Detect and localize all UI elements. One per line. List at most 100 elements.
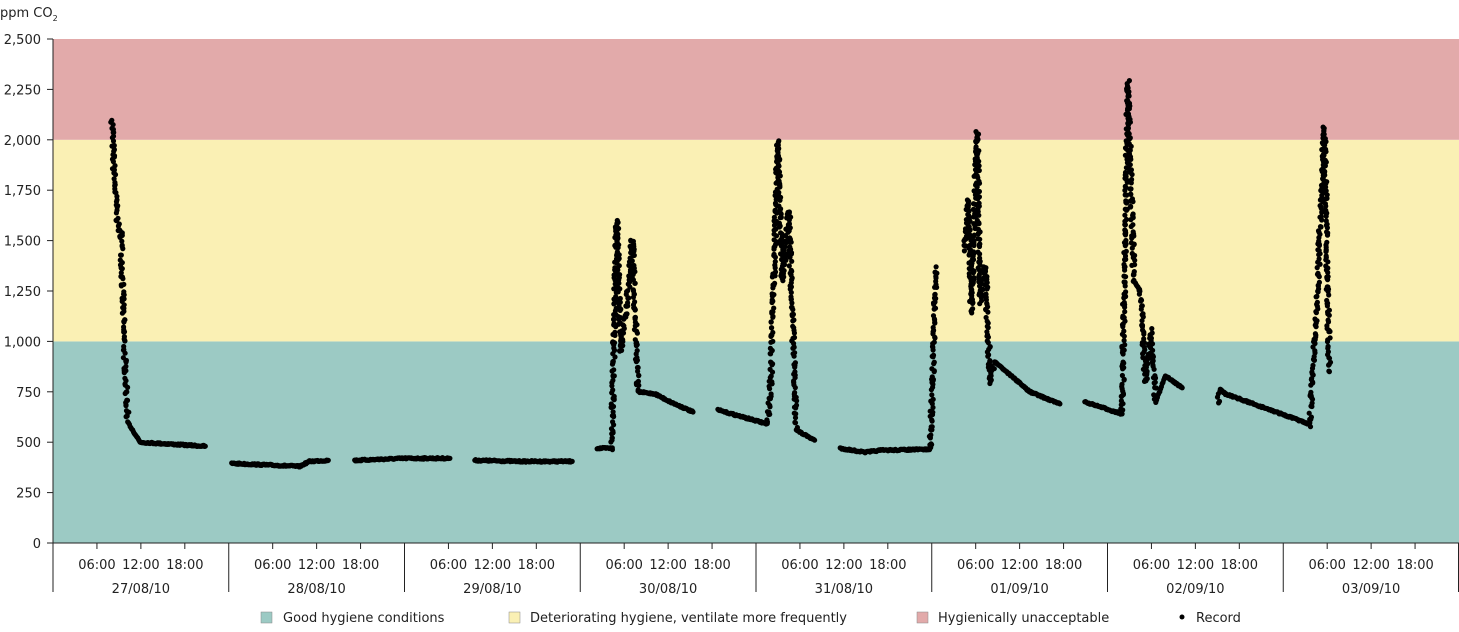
record-point (777, 208, 783, 215)
record-point (1132, 257, 1138, 263)
hour-tick-label: 06:00 (957, 558, 994, 573)
record-point (1323, 188, 1329, 194)
hour-tick-label: 12:00 (1177, 558, 1214, 573)
record-point (971, 249, 977, 255)
record-point (769, 369, 776, 375)
record-point (618, 336, 624, 342)
record-point (111, 129, 117, 136)
record-point (110, 138, 117, 144)
band-0 (53, 341, 1459, 543)
record-point (781, 262, 788, 268)
hour-tick-label: 18:00 (518, 558, 555, 573)
record-point (971, 275, 977, 281)
hour-tick-label: 06:00 (1133, 558, 1170, 573)
y-tick-label: 1,500 (4, 235, 41, 250)
record-point (976, 212, 982, 218)
record-point (1128, 180, 1134, 186)
hour-tick-label: 06:00 (78, 558, 115, 573)
record-point (118, 265, 124, 271)
record-point (927, 408, 933, 414)
record-point (119, 238, 125, 244)
record-point (612, 329, 618, 335)
record-point (121, 319, 127, 325)
record-point (1120, 359, 1126, 365)
record-point (1128, 156, 1134, 162)
record-point (1151, 366, 1157, 372)
record-point (975, 226, 982, 232)
hour-tick-label: 06:00 (781, 558, 818, 573)
record-point (118, 252, 124, 258)
record-point (792, 364, 798, 370)
hour-tick-label: 06:00 (1308, 558, 1345, 573)
record-point (770, 298, 776, 304)
record-point (1321, 131, 1327, 137)
record-point (617, 299, 623, 305)
hour-tick-label: 18:00 (1045, 558, 1082, 573)
record-point (970, 306, 976, 312)
record-point (971, 238, 977, 244)
record-point (1313, 309, 1319, 315)
record-point (1315, 247, 1321, 253)
record-point (634, 330, 641, 336)
record-point (1315, 288, 1321, 294)
record-point (1149, 326, 1155, 332)
record-point (786, 263, 792, 269)
record-point (791, 344, 797, 350)
record-point (986, 346, 992, 352)
record-point (1308, 377, 1314, 383)
legend-swatch-good (260, 611, 273, 624)
record-point (115, 223, 121, 229)
record-point (202, 443, 208, 449)
record-point (775, 162, 782, 168)
record-point (975, 236, 981, 242)
record-point (1216, 398, 1223, 404)
record-point (1125, 93, 1131, 99)
record-point (791, 382, 797, 388)
record-point (1325, 349, 1331, 355)
record-point (988, 377, 994, 383)
record-point (793, 405, 799, 411)
hour-tick-label: 18:00 (166, 558, 203, 573)
record-point (1323, 248, 1329, 254)
record-point (769, 379, 775, 385)
legend: Good hygiene conditions Deteriorating hy… (260, 611, 1241, 626)
record-point (617, 348, 623, 354)
record-point (776, 224, 783, 230)
record-point (975, 196, 981, 202)
legend-marker-record (1179, 614, 1185, 620)
record-point (790, 323, 796, 329)
record-point (121, 370, 127, 376)
record-point (1150, 347, 1156, 353)
record-point (1320, 153, 1326, 160)
record-point (1124, 192, 1130, 198)
y-tick-label: 2,000 (4, 134, 41, 149)
record-point (1308, 389, 1314, 395)
record-point (1179, 385, 1185, 391)
record-point (616, 280, 622, 286)
record-point (119, 274, 125, 280)
record-point (1122, 169, 1129, 176)
record-point (976, 220, 982, 227)
record-point (635, 368, 641, 374)
hour-tick-label: 18:00 (693, 558, 730, 573)
record-point (772, 207, 778, 213)
record-point (1151, 380, 1157, 386)
record-point (1316, 229, 1322, 235)
record-point (1317, 224, 1324, 230)
record-point (610, 359, 616, 365)
record-point (928, 432, 934, 438)
record-point (1127, 147, 1133, 153)
record-point (633, 343, 640, 349)
hygiene-bands (53, 39, 1459, 543)
record-point (968, 291, 974, 297)
record-point (779, 266, 785, 272)
y-tick-label: 250 (16, 487, 41, 502)
record-point (791, 378, 797, 384)
record-point (1139, 342, 1145, 348)
record-point (121, 281, 127, 287)
record-point (1122, 342, 1128, 348)
record-point (1147, 333, 1153, 339)
record-point (772, 280, 778, 286)
record-point (1308, 414, 1314, 420)
record-point (929, 392, 935, 398)
